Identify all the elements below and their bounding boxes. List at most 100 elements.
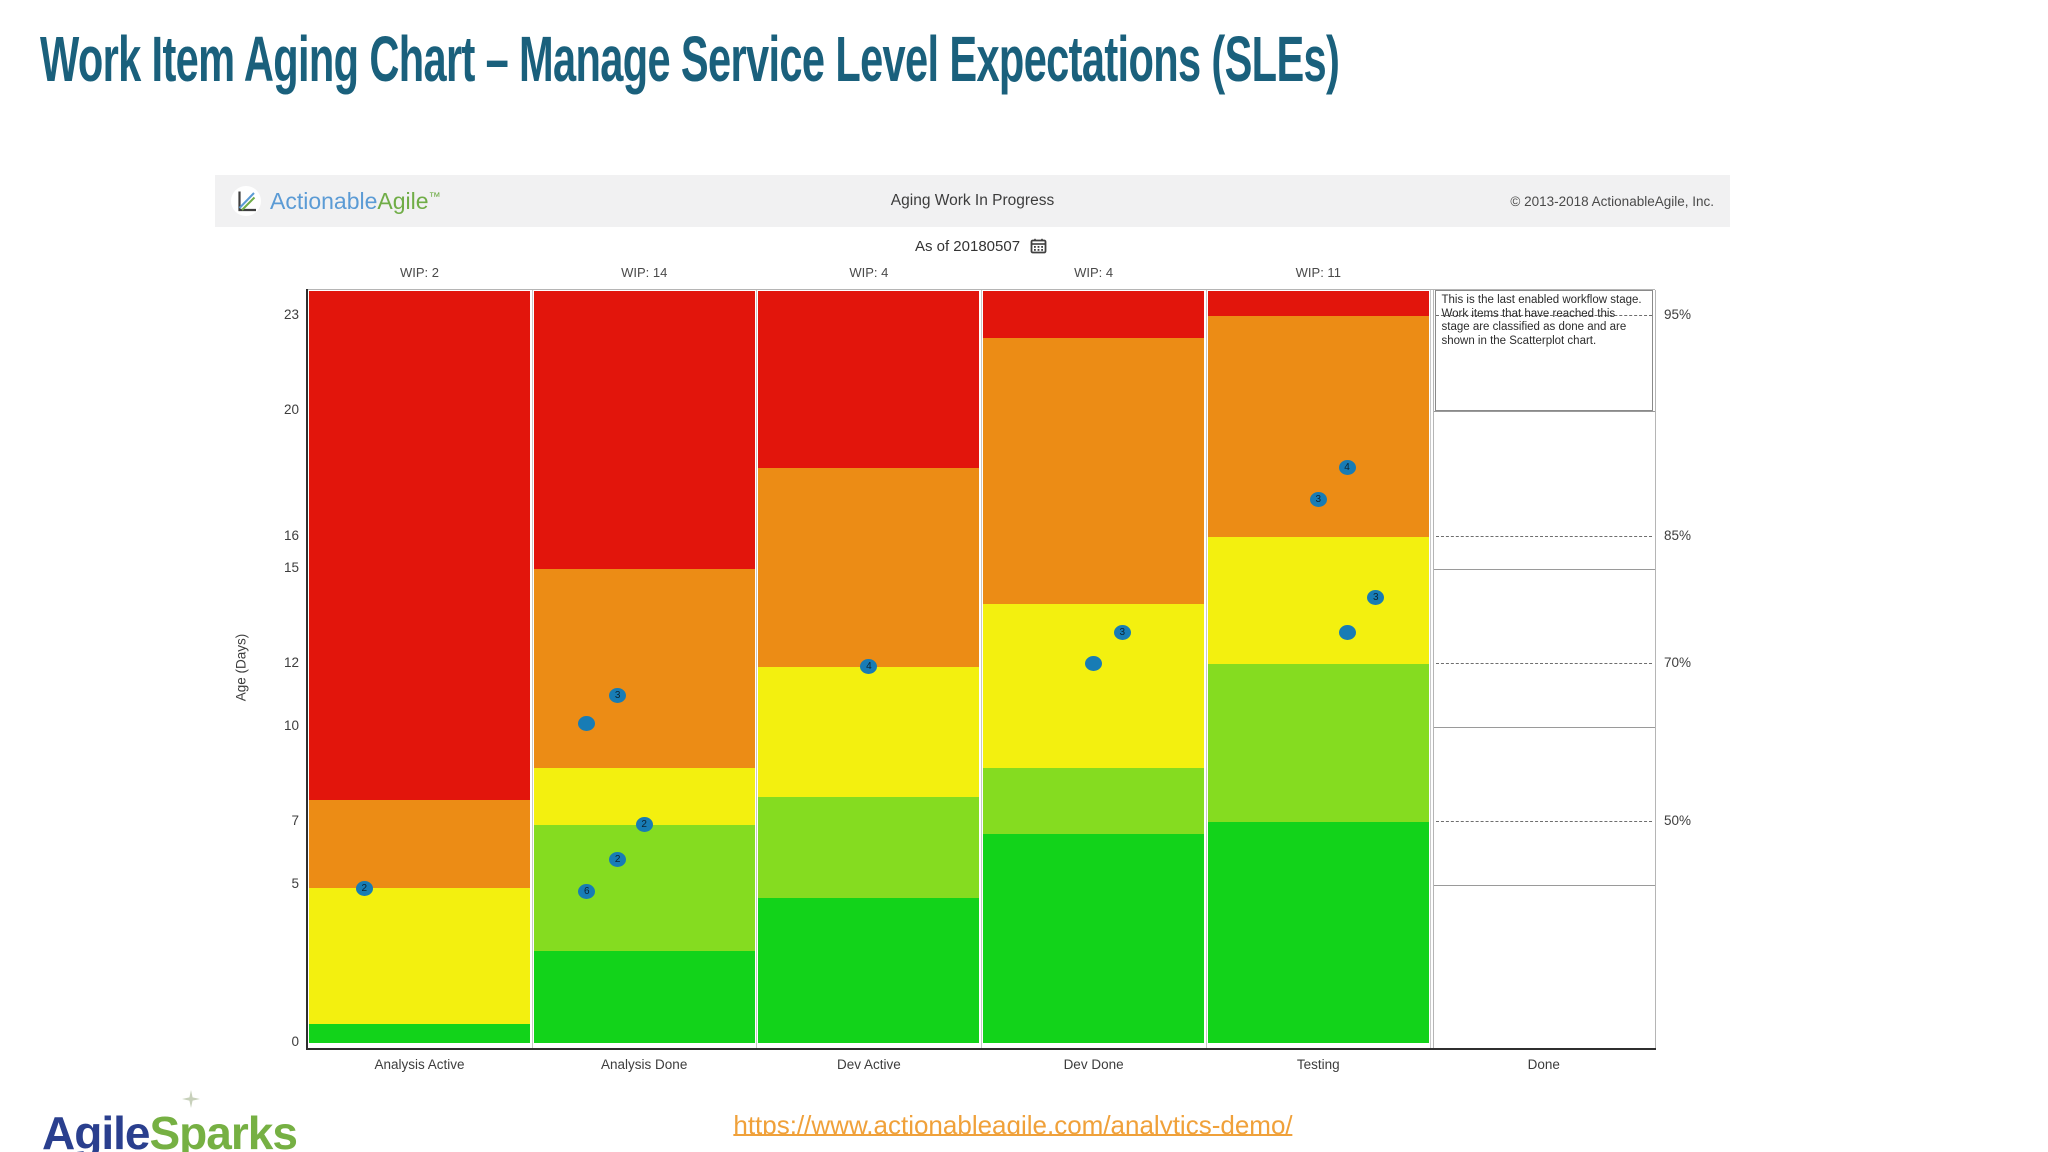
age-band-yellow bbox=[983, 603, 1205, 769]
wip-label: WIP: 11 bbox=[1295, 265, 1341, 280]
age-band-orange bbox=[758, 467, 980, 667]
work-item-dot[interactable]: 3 bbox=[609, 687, 627, 703]
percentile-label: 85% bbox=[1664, 528, 1692, 544]
age-band-lightgreen bbox=[983, 768, 1205, 835]
age-band-red bbox=[533, 290, 755, 569]
gridline-solid bbox=[1433, 727, 1655, 728]
chart-logo-icon bbox=[231, 186, 261, 216]
work-item-dot[interactable] bbox=[1338, 624, 1356, 640]
percentile-label: 50% bbox=[1664, 812, 1692, 828]
percentile-line bbox=[1435, 315, 1652, 317]
wip-label: WIP: 2 bbox=[399, 265, 439, 280]
sparkle-icon bbox=[182, 1090, 200, 1108]
wip-label: WIP: 4 bbox=[849, 265, 889, 280]
y-axis-title: Age (Days) bbox=[233, 633, 249, 702]
column-separator bbox=[1205, 290, 1207, 1048]
copyright: © 2013-2018 ActionableAgile, Inc. bbox=[1510, 193, 1714, 209]
calendar-icon[interactable] bbox=[1030, 238, 1047, 254]
column-separator bbox=[980, 290, 982, 1048]
age-band-yellow bbox=[1207, 537, 1429, 664]
stage-label: Testing bbox=[1296, 1057, 1340, 1072]
work-item-dot[interactable] bbox=[1085, 656, 1103, 672]
y-tick-label: 10 bbox=[283, 718, 299, 733]
work-item-dot[interactable]: 2 bbox=[355, 880, 373, 896]
work-item-dot[interactable]: 2 bbox=[609, 852, 627, 868]
age-band-green bbox=[983, 834, 1205, 1043]
page-title: Work Item Aging Chart – Manage Service L… bbox=[40, 23, 1340, 95]
y-tick-label: 16 bbox=[283, 528, 299, 544]
y-tick-label: 0 bbox=[291, 1034, 299, 1049]
stage-label: Analysis Active bbox=[374, 1057, 465, 1072]
actionableagile-panel: ActionableAgile™ Aging Work In Progress … bbox=[215, 175, 1730, 1090]
work-item-dot[interactable]: 6 bbox=[578, 883, 596, 899]
age-band-orange bbox=[309, 799, 530, 889]
column-separator bbox=[756, 290, 758, 1048]
age-band-lightgreen bbox=[758, 796, 980, 898]
y-tick-label: 12 bbox=[283, 654, 299, 670]
as-of-date: As of 20180507 bbox=[914, 237, 1021, 255]
plot-right-border bbox=[1655, 290, 1656, 1048]
stage-label: Analysis Done bbox=[601, 1057, 688, 1072]
percentile-line bbox=[1435, 662, 1652, 664]
gridline-solid bbox=[1433, 569, 1655, 570]
chart-header-title: Aging Work In Progress bbox=[890, 192, 1055, 209]
demo-link[interactable]: https://www.actionableagile.com/analytic… bbox=[733, 1110, 1293, 1136]
stage-label: Dev Active bbox=[837, 1057, 901, 1072]
gridline-solid bbox=[1433, 411, 1655, 412]
stage-label: Dev Done bbox=[1063, 1057, 1124, 1072]
percentile-line bbox=[1435, 536, 1652, 538]
age-band-green bbox=[533, 951, 755, 1043]
age-band-lightgreen bbox=[533, 824, 755, 952]
stage-column: 4 bbox=[758, 290, 980, 1048]
panel-header: ActionableAgile™ Aging Work In Progress … bbox=[215, 175, 1730, 227]
demo-link-wrap: https://www.actionableagile.com/analytic… bbox=[733, 1110, 1293, 1136]
age-band-lightgreen bbox=[1207, 663, 1429, 822]
work-item-dot[interactable] bbox=[578, 716, 596, 732]
work-item-dot[interactable]: 4 bbox=[1338, 460, 1356, 476]
column-separator bbox=[531, 290, 533, 1048]
age-band-green bbox=[758, 897, 980, 1043]
brand-sparks: Sparks bbox=[149, 1107, 297, 1152]
work-item-dot[interactable]: 4 bbox=[860, 659, 878, 675]
y-tick-label: 7 bbox=[291, 812, 299, 828]
brand-agile: Agile bbox=[42, 1107, 150, 1152]
aging-wip-chart: 23 20 16 15 12 10 7 5 0 Age (Days) 2 WIP: 2 Analysis… bbox=[215, 175, 1730, 1090]
actionableagile-logo: ActionableAgile™ bbox=[231, 186, 441, 216]
wip-label: WIP: 14 bbox=[621, 265, 668, 280]
percentile-label: 95% bbox=[1664, 307, 1692, 323]
done-column: This is the last enabled workflow stage.… bbox=[1432, 290, 1655, 1048]
age-band-red bbox=[309, 290, 530, 800]
work-item-dot[interactable]: 3 bbox=[1113, 624, 1131, 640]
plot-top-border bbox=[307, 289, 1655, 290]
age-band-green bbox=[1207, 821, 1429, 1043]
y-tick-label: 23 bbox=[283, 307, 299, 323]
as-of-row: As of 20180507 bbox=[307, 235, 1655, 257]
age-band-orange bbox=[533, 569, 755, 769]
age-band-green bbox=[309, 1024, 530, 1043]
age-band-orange bbox=[983, 338, 1205, 604]
age-band-yellow bbox=[309, 888, 530, 1025]
y-tick-label: 15 bbox=[283, 560, 299, 575]
gridline-solid bbox=[1433, 885, 1655, 886]
wip-label: WIP: 4 bbox=[1074, 265, 1114, 280]
work-item-dot[interactable]: 2 bbox=[635, 817, 653, 833]
age-band-red bbox=[1207, 290, 1429, 317]
stage-column: 3 bbox=[983, 290, 1205, 1048]
stage-column: 2 bbox=[309, 290, 530, 1048]
y-tick-label: 5 bbox=[291, 876, 299, 891]
column-separator bbox=[1430, 290, 1432, 1048]
age-band-yellow bbox=[758, 666, 980, 797]
work-item-dot[interactable]: 3 bbox=[1309, 491, 1327, 507]
y-tick-label: 20 bbox=[283, 402, 299, 417]
age-band-yellow bbox=[533, 768, 755, 825]
agilesparks-logo: AgileSparks bbox=[42, 1106, 298, 1152]
work-item-dot[interactable]: 3 bbox=[1367, 589, 1385, 605]
stage-label: Done bbox=[1527, 1057, 1560, 1072]
wordmark: ActionableAgile™ bbox=[270, 187, 441, 214]
age-band-red bbox=[983, 290, 1205, 339]
y-axis-line bbox=[306, 289, 308, 1049]
percentile-label: 70% bbox=[1664, 654, 1692, 670]
